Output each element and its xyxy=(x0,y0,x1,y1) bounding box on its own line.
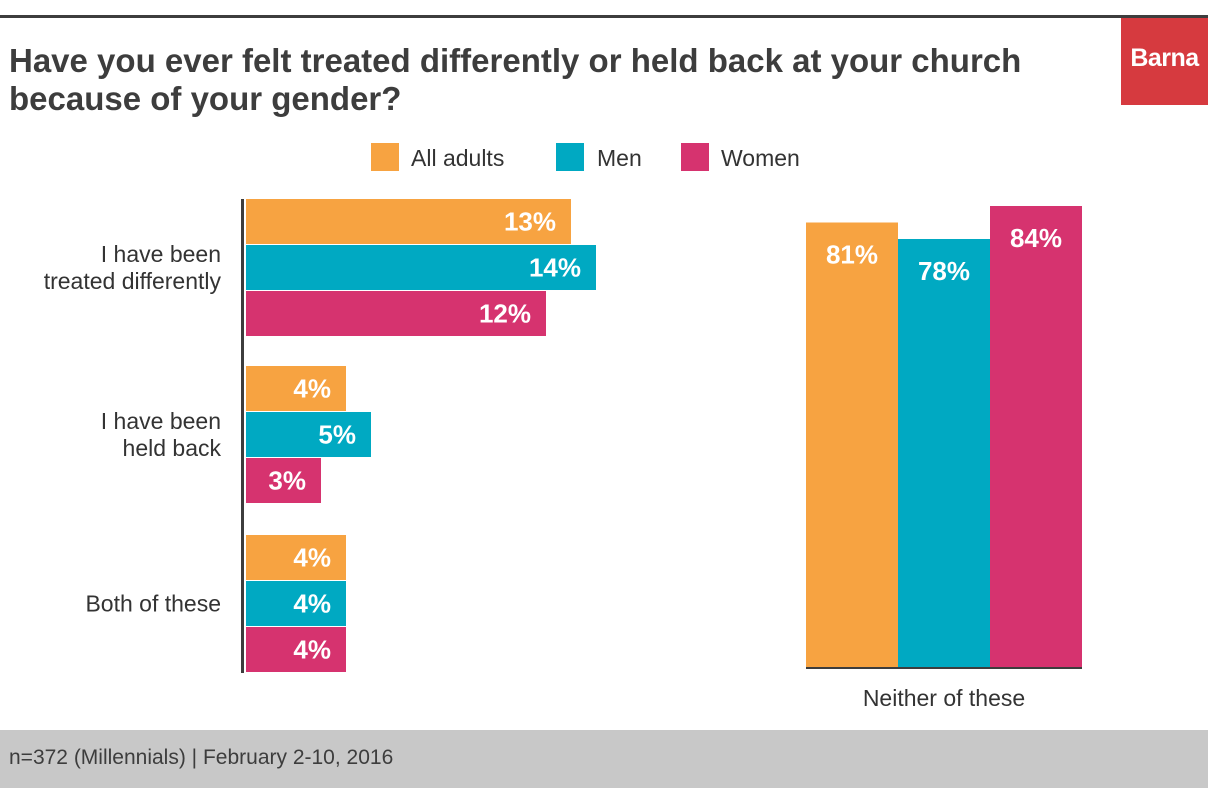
category-label-i-have-been-held-back-line-1: I have been xyxy=(101,408,221,434)
legend-swatch-men xyxy=(556,143,584,171)
bar-both-of-these-men xyxy=(246,581,346,626)
barna-logo-text: Barna xyxy=(1130,44,1199,72)
legend-label-men: Men xyxy=(597,145,642,171)
legend-label-women: Women xyxy=(721,145,800,171)
category-label-neither-of-these: Neither of these xyxy=(863,685,1025,711)
value-label-both-of-these-all-adults: 4% xyxy=(293,543,331,573)
bar-i-have-been-held-back-men xyxy=(246,412,371,457)
value-label-i-have-been-treated-differently-all-adults: 13% xyxy=(504,207,556,237)
bar-i-have-been-treated-differently-women xyxy=(246,291,546,336)
value-label-both-of-these-women: 4% xyxy=(293,635,331,665)
barna-logo: Barna xyxy=(1121,18,1208,105)
value-label-neither-of-these-all-adults: 81% xyxy=(826,240,878,270)
bar-i-have-been-treated-differently-men xyxy=(246,245,596,290)
value-label-neither-of-these-women: 84% xyxy=(1010,223,1062,253)
value-label-i-have-been-held-back-all-adults: 4% xyxy=(293,374,331,404)
y-axis-line xyxy=(241,199,244,673)
category-label-both-of-these: Both of these xyxy=(85,591,221,617)
value-label-neither-of-these-men: 78% xyxy=(918,256,970,286)
top-rule xyxy=(0,15,1208,18)
bar-i-have-been-treated-differently-all-adults xyxy=(246,199,571,244)
footer-bar: n=372 (Millennials) | February 2-10, 201… xyxy=(0,730,1208,788)
x-axis-line xyxy=(806,667,1082,669)
bar-both-of-these-all-adults xyxy=(246,535,346,580)
category-label-i-have-been-treated-differently-line-1: I have been xyxy=(101,241,221,267)
value-label-i-have-been-held-back-men: 5% xyxy=(318,420,356,450)
chart-title: Have you ever felt treated differently o… xyxy=(9,42,1022,117)
footer-note: n=372 (Millennials) | February 2-10, 201… xyxy=(9,746,394,769)
value-label-i-have-been-treated-differently-men: 14% xyxy=(529,253,581,283)
bar-neither-of-these-men xyxy=(898,239,990,668)
bar-i-have-been-held-back-women xyxy=(246,458,321,503)
bar-neither-of-these-all-adults xyxy=(806,222,898,668)
bar-both-of-these-women xyxy=(246,627,346,672)
category-label-i-have-been-treated-differently-line-2: treated differently xyxy=(44,268,222,294)
legend-label-all-adults: All adults xyxy=(411,145,504,171)
legend-swatch-all-adults xyxy=(371,143,399,171)
category-label-i-have-been-held-back-line-2: held back xyxy=(123,435,222,461)
legend-swatch-women xyxy=(681,143,709,171)
value-label-both-of-these-men: 4% xyxy=(293,589,331,619)
bar-neither-of-these-women xyxy=(990,206,1082,668)
value-label-i-have-been-treated-differently-women: 12% xyxy=(479,299,531,329)
bar-i-have-been-held-back-all-adults xyxy=(246,366,346,411)
value-label-i-have-been-held-back-women: 3% xyxy=(268,466,306,496)
